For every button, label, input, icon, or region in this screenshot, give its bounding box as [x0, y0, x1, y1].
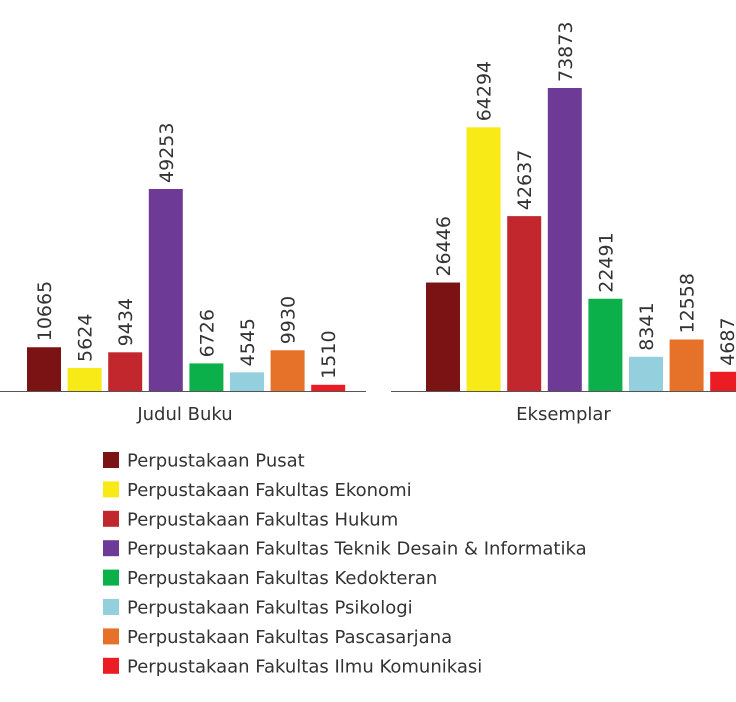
- category-label: Judul Buku: [136, 404, 232, 425]
- legend-swatch: [103, 540, 119, 557]
- bar: [466, 127, 501, 391]
- bar: [311, 384, 346, 391]
- bar: [426, 282, 460, 391]
- legend-label: Perpustakaan Fakultas Ekonomi: [127, 480, 412, 501]
- bar: [669, 339, 704, 391]
- value-label: 9930: [278, 296, 300, 344]
- bar: [148, 188, 183, 391]
- bar: [588, 298, 623, 391]
- category-label: Eksemplar: [516, 404, 611, 425]
- value-label: 9434: [115, 298, 137, 346]
- bar: [67, 367, 102, 391]
- value-label: 64294: [474, 61, 496, 121]
- bar: [27, 347, 61, 391]
- legend-label: Perpustakaan Fakultas Teknik Desain & In…: [127, 539, 587, 560]
- legend-label: Perpustakaan Fakultas Ilmu Komunikasi: [127, 656, 482, 677]
- bar: [270, 350, 305, 391]
- value-label: 4545: [237, 318, 259, 366]
- bar: [189, 363, 224, 391]
- value-label: 73873: [555, 22, 577, 82]
- bar: [629, 356, 663, 391]
- value-label: 22491: [595, 232, 617, 292]
- value-label: 8341: [636, 302, 658, 350]
- legend-swatch: [103, 452, 119, 468]
- legend-swatch: [103, 599, 119, 615]
- legend-swatch: [103, 510, 119, 527]
- value-label: 5624: [75, 314, 97, 362]
- legend-label: Perpustakaan Fakultas Hukum: [127, 509, 398, 530]
- legend-swatch: [103, 481, 119, 498]
- value-label: 42637: [514, 150, 536, 210]
- value-label: 10665: [34, 281, 56, 341]
- legend-swatch: [103, 657, 119, 674]
- value-label: 6726: [196, 309, 218, 357]
- bar: [710, 371, 736, 391]
- value-label: 4687: [717, 317, 736, 365]
- legend-swatch: [103, 569, 119, 586]
- legend-swatch: [103, 628, 119, 645]
- legend-label: Perpustakaan Fakultas Pascasarjana: [127, 627, 452, 648]
- value-label: 1510: [318, 330, 340, 378]
- bar: [547, 88, 582, 391]
- value-label: 49253: [156, 123, 178, 183]
- legend-label: Perpustakaan Fakultas Kedokteran: [127, 568, 437, 589]
- bar: [108, 352, 143, 391]
- value-label: 12558: [677, 273, 699, 333]
- value-label: 26446: [433, 216, 455, 276]
- legend-label: Perpustakaan Pusat: [127, 451, 305, 472]
- bar: [230, 372, 264, 391]
- legend-label: Perpustakaan Fakultas Psikologi: [127, 598, 413, 619]
- bar: [507, 216, 542, 391]
